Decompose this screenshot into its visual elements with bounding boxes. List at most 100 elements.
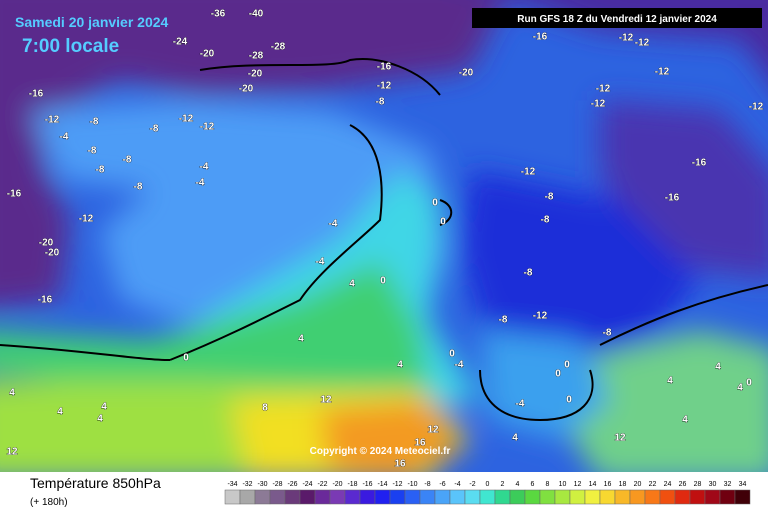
legend-swatch bbox=[449, 489, 466, 505]
legend-swatch bbox=[464, 489, 481, 505]
isotherm-label: -28 bbox=[249, 51, 264, 62]
legend-swatch bbox=[524, 489, 541, 505]
legend-tick-label: 10 bbox=[559, 481, 567, 488]
legend-swatch bbox=[389, 489, 406, 505]
isotherm-label: -12 bbox=[533, 311, 548, 322]
isotherm-label: -16 bbox=[533, 32, 548, 43]
isotherm-label: -8 bbox=[603, 328, 612, 339]
legend-tick-label: 32 bbox=[724, 481, 732, 488]
isotherm-label: -12 bbox=[377, 81, 392, 92]
run-info: Run GFS 18 Z du Vendredi 12 janvier 2024 bbox=[517, 14, 717, 25]
isotherm-label: -8 bbox=[90, 117, 99, 128]
isotherm-label: 0 bbox=[555, 369, 561, 380]
legend-swatch bbox=[494, 489, 511, 505]
isotherm-label: 0 bbox=[449, 349, 455, 360]
isotherm-label: -16 bbox=[38, 295, 53, 306]
legend-swatch bbox=[509, 489, 526, 505]
legend-swatch bbox=[659, 489, 676, 505]
legend-swatch bbox=[224, 489, 241, 505]
isotherm-label: -28 bbox=[271, 42, 286, 53]
isotherm-label: 4 bbox=[737, 383, 743, 394]
legend-swatch bbox=[269, 489, 286, 505]
isotherm-label: -20 bbox=[248, 69, 263, 80]
isotherm-label: 16 bbox=[394, 459, 406, 470]
isotherm-label: 4 bbox=[512, 433, 518, 444]
isotherm-label: 12 bbox=[427, 425, 439, 436]
color-scale: -34 -32 -30 -28 -26 -24 -22 -20 -18 -16 -14 -12 -10-… bbox=[224, 481, 751, 505]
legend-title: Température 850hPa bbox=[30, 475, 161, 491]
isotherm-label: 12 bbox=[6, 447, 18, 458]
isotherm-label: -12 bbox=[655, 67, 670, 78]
isotherm-label: -12 bbox=[79, 214, 94, 225]
legend-tick-label: 12 bbox=[574, 481, 582, 488]
isotherm-label: -16 bbox=[692, 158, 707, 169]
legend-subtitle: (+ 180h) bbox=[30, 497, 68, 508]
isotherm-labels: -36 -40-24-20 -28-28-20-20-16-12-8-20-16 -1… bbox=[6, 8, 764, 470]
isotherm-label: -8 bbox=[88, 146, 97, 157]
isotherm-label: 0 bbox=[440, 217, 446, 228]
legend-swatch bbox=[689, 489, 706, 505]
isotherm-label: -8 bbox=[545, 192, 554, 203]
legend-tick-label: 20 bbox=[634, 481, 642, 488]
legend-tick-label: -8 bbox=[424, 481, 430, 488]
isotherm-label: -4 bbox=[200, 162, 209, 173]
isotherm-label: -12 bbox=[749, 102, 764, 113]
legend-swatch bbox=[374, 489, 391, 505]
legend-tick-label: -10 bbox=[407, 481, 417, 488]
legend-tick-label: -26 bbox=[287, 481, 297, 488]
legend-swatch bbox=[239, 489, 256, 505]
legend-tick-label: -34 bbox=[227, 481, 237, 488]
isotherm-label: -12 bbox=[591, 99, 606, 110]
isotherm-label: -40 bbox=[249, 9, 264, 20]
isotherm-label: 4 bbox=[667, 376, 673, 387]
isotherm-label: 0 bbox=[566, 395, 572, 406]
isotherm-label: -16 bbox=[377, 62, 392, 73]
legend-swatch bbox=[329, 489, 346, 505]
legend-tick-label: 30 bbox=[709, 481, 717, 488]
legend-swatch bbox=[554, 489, 571, 505]
isotherm-label: 4 bbox=[57, 407, 63, 418]
isotherm-label: 4 bbox=[97, 414, 103, 425]
copyright: Copyright © 2024 Meteociel.fr bbox=[310, 446, 451, 457]
isotherm-label: 16 bbox=[414, 438, 426, 449]
legend-tick-label: -30 bbox=[257, 481, 267, 488]
legend-tick-label: 0 bbox=[486, 481, 490, 488]
isotherm-label: -24 bbox=[173, 37, 188, 48]
isotherm-label: -4 bbox=[316, 257, 325, 268]
isotherm-label: -12 bbox=[179, 114, 194, 125]
legend-swatch bbox=[584, 489, 601, 505]
isotherm-label: 0 bbox=[432, 198, 438, 209]
legend-swatch bbox=[734, 489, 751, 505]
legend-tick-label: -22 bbox=[317, 481, 327, 488]
isotherm-label: -4 bbox=[329, 219, 338, 230]
isotherm-label: 12 bbox=[614, 433, 626, 444]
legend-swatch bbox=[614, 489, 631, 505]
legend-tick-label: -20 bbox=[332, 481, 342, 488]
legend-tick-label: 18 bbox=[619, 481, 627, 488]
isotherm-label: -12 bbox=[635, 38, 650, 49]
legend-swatch bbox=[344, 489, 361, 505]
legend-tick-label: -18 bbox=[347, 481, 357, 488]
legend-tick-label: -28 bbox=[272, 481, 282, 488]
isotherm-label: -4 bbox=[516, 399, 525, 410]
legend-swatch bbox=[704, 489, 721, 505]
legend-tick-label: 6 bbox=[531, 481, 535, 488]
isotherm-label: 4 bbox=[715, 362, 721, 373]
isotherm-label: 8 bbox=[262, 403, 268, 414]
isotherm-label: -4 bbox=[60, 132, 69, 143]
isotherm-label: -8 bbox=[499, 315, 508, 326]
legend-tick-label: -6 bbox=[439, 481, 445, 488]
isotherm-label: -8 bbox=[134, 182, 143, 193]
legend-swatch bbox=[674, 489, 691, 505]
legend-swatch bbox=[629, 489, 646, 505]
run-banner bbox=[472, 8, 762, 28]
isotherm-label: -12 bbox=[200, 122, 215, 133]
isotherm-label: 4 bbox=[349, 279, 355, 290]
legend-tick-label: 16 bbox=[604, 481, 612, 488]
legend-tick-label: -32 bbox=[242, 481, 252, 488]
isotherm-label: -8 bbox=[123, 155, 132, 166]
isotherm-label: 4 bbox=[101, 402, 107, 413]
legend-swatch bbox=[569, 489, 586, 505]
legend-tick-label: 14 bbox=[589, 481, 597, 488]
